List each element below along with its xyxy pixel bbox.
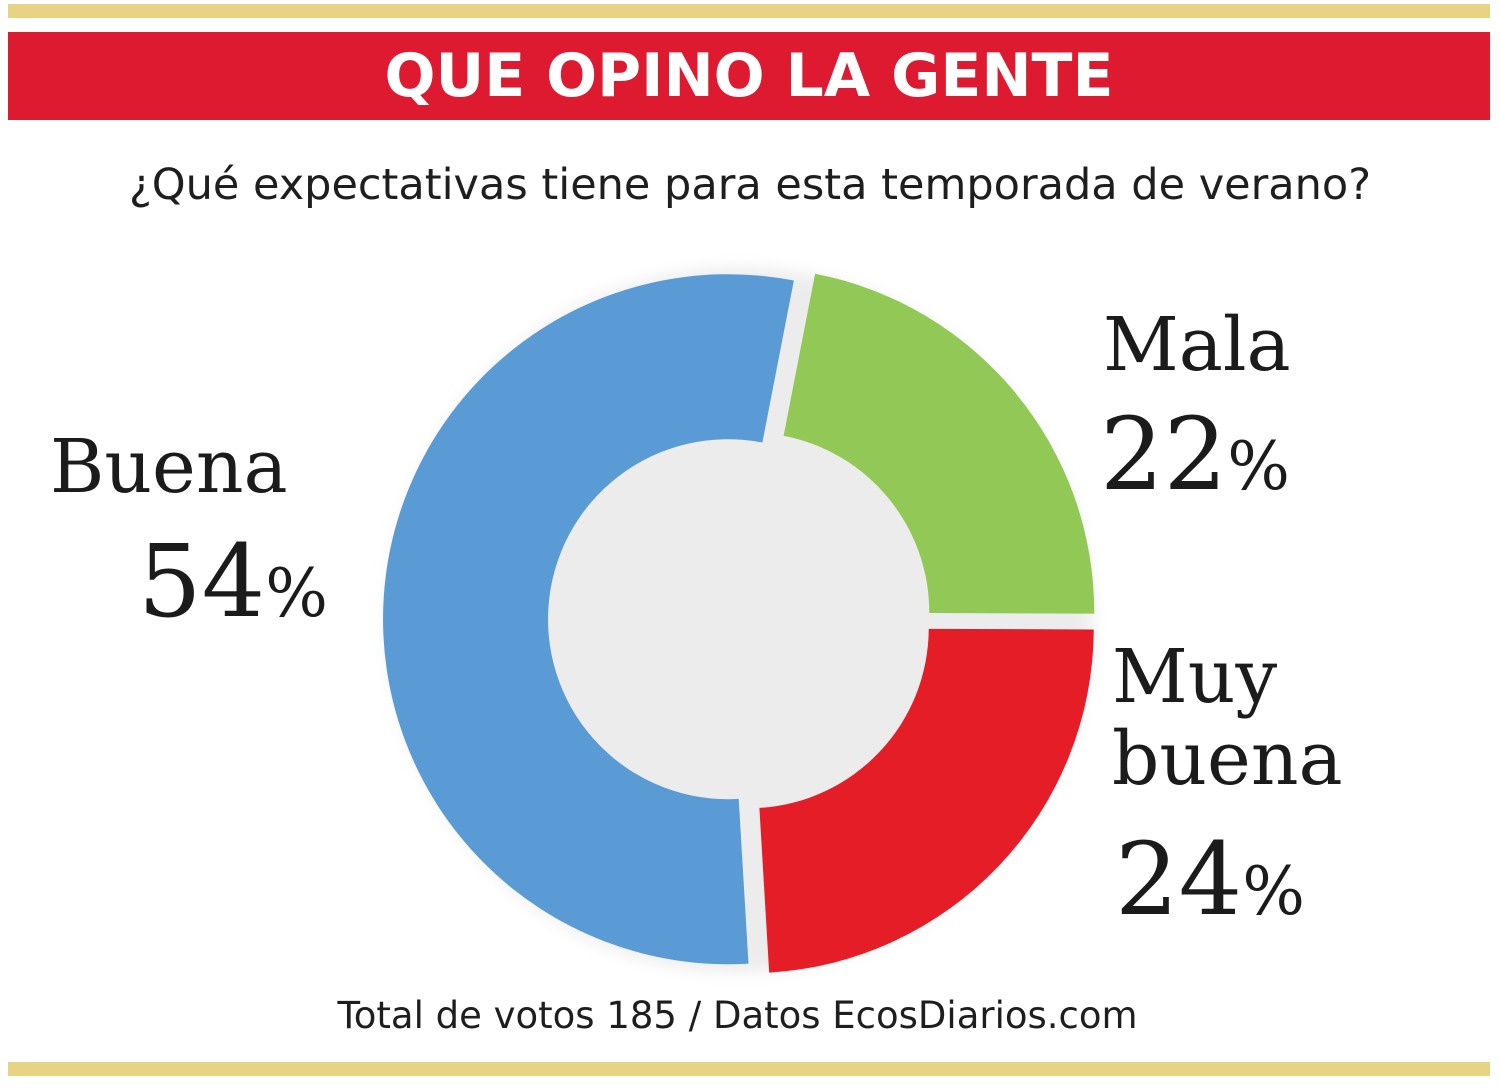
label-muy-buena-unit: % [1242,853,1305,930]
slice-mala [783,273,1095,614]
footer-source: Total de votos 185 / Datos EcosDiarios.c… [337,994,1138,1037]
label-mala-name: Mala [1103,302,1291,388]
label-buena-unit: % [265,555,328,632]
bottom-gold-rule [8,1062,1490,1076]
chart-question: ¿Qué expectativas tiene para esta tempor… [128,160,1372,210]
label-mala-pct: 22 [1100,396,1228,513]
label-buena-value: 54% [138,532,328,632]
slice-buena [383,274,794,965]
label-muy-buena-pct: 24 [1115,821,1243,938]
top-gold-rule [8,4,1490,18]
label-muy-buena-value: 24% [1115,830,1305,930]
header-title: QUE OPINO LA GENTE [384,41,1114,111]
label-buena-name: Buena [50,424,288,510]
label-mala-unit: % [1227,428,1290,505]
label-muy-buena-line1: Muy [1112,634,1278,720]
label-muy-buena-line2: buena [1112,716,1343,802]
label-buena-pct: 54 [138,523,266,640]
label-mala-value: 22% [1100,405,1290,505]
slice-muy-buena [759,628,1094,973]
header-band: QUE OPINO LA GENTE [8,32,1490,120]
